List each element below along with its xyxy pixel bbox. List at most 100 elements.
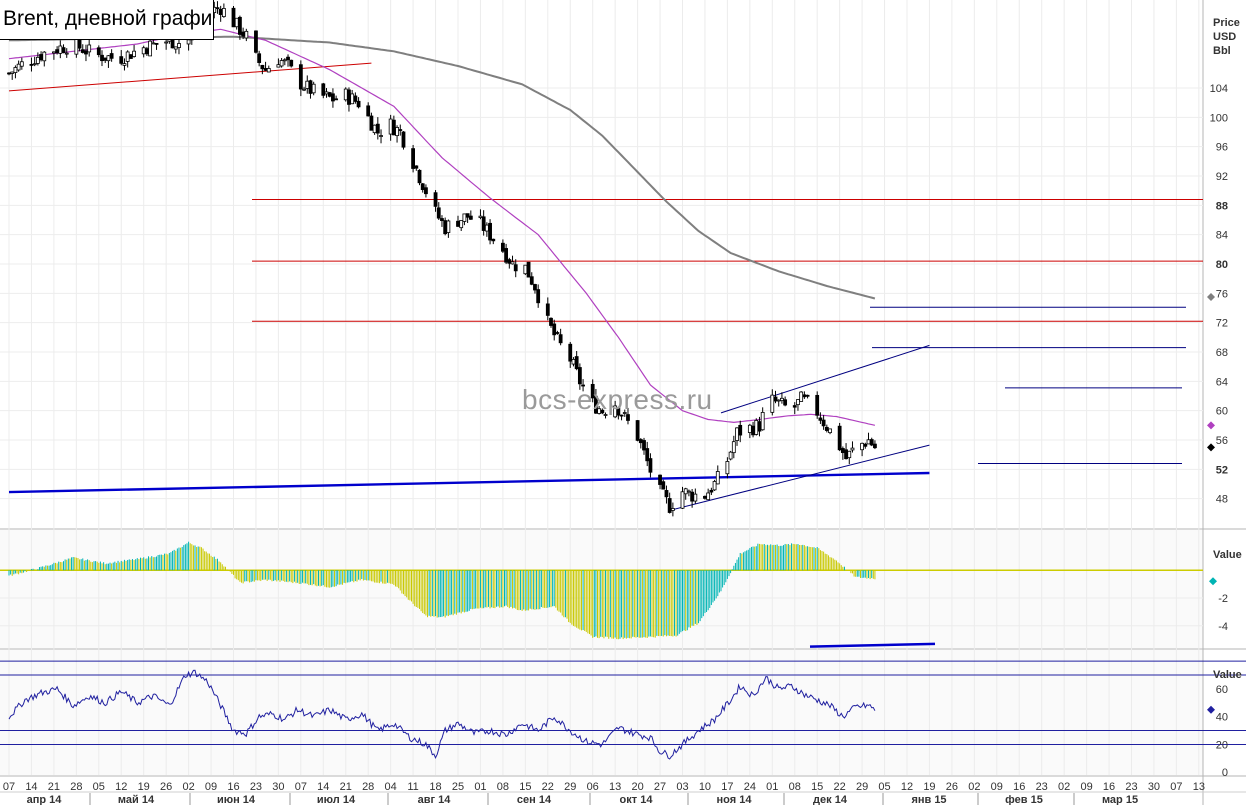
ma-short-line bbox=[8, 28, 876, 426]
candle-body bbox=[221, 8, 226, 17]
x-tick-label: 02 bbox=[968, 781, 980, 793]
macd-panel bbox=[0, 541, 1203, 648]
x-tick-label: 09 bbox=[991, 781, 1003, 793]
price-y-tick: 80 bbox=[1216, 259, 1228, 271]
ma-long-marker bbox=[1207, 293, 1215, 301]
candle-body bbox=[218, 8, 223, 15]
candle-body bbox=[343, 88, 348, 101]
candle-body bbox=[754, 420, 759, 435]
candle-body bbox=[266, 68, 271, 73]
candle-body bbox=[847, 450, 852, 459]
candle-body bbox=[844, 449, 848, 460]
candle-body bbox=[818, 417, 823, 421]
x-tick-label: 08 bbox=[497, 781, 509, 793]
candle-body bbox=[148, 40, 153, 57]
candle-body bbox=[850, 447, 855, 451]
candle-body bbox=[706, 492, 711, 501]
candle-body bbox=[638, 439, 643, 444]
candle-body bbox=[703, 495, 707, 499]
candle-body bbox=[687, 490, 691, 493]
candle-body bbox=[459, 220, 464, 229]
candle-body bbox=[305, 80, 310, 89]
trendline bbox=[8, 471, 930, 494]
x-tick-label: 04 bbox=[385, 781, 397, 793]
candle-body bbox=[626, 414, 630, 421]
candle-body bbox=[327, 92, 332, 97]
ma-short-marker bbox=[1207, 421, 1215, 430]
candle-body bbox=[731, 441, 736, 454]
candle-body bbox=[122, 63, 127, 66]
x-tick-label: 07 bbox=[3, 781, 15, 793]
candle-body bbox=[234, 17, 239, 28]
x-tick-label: 15 bbox=[519, 781, 531, 793]
candle-body bbox=[372, 124, 377, 134]
candle-body bbox=[395, 127, 399, 137]
candle-body bbox=[465, 213, 470, 218]
candle-body bbox=[411, 148, 416, 169]
candle-body bbox=[709, 489, 714, 493]
candle-body bbox=[263, 68, 268, 71]
x-tick-label: 21 bbox=[340, 781, 352, 793]
x-tick-label: 20 bbox=[631, 781, 643, 793]
candle-body bbox=[145, 48, 149, 55]
candle-body bbox=[648, 458, 653, 473]
x-month-label: авг 14 bbox=[418, 794, 452, 805]
x-tick-label: 13 bbox=[1193, 781, 1205, 793]
x-month-label: июл 14 bbox=[317, 794, 356, 805]
candle-body bbox=[80, 49, 85, 53]
candle-body bbox=[690, 491, 695, 502]
candle-body bbox=[536, 289, 541, 304]
candle-body bbox=[125, 51, 130, 62]
rsi-y-tick: 40 bbox=[1216, 712, 1228, 724]
candle-body bbox=[55, 49, 60, 54]
candle-body bbox=[549, 317, 553, 326]
price-y-tick: 56 bbox=[1216, 435, 1228, 447]
candle-body bbox=[500, 242, 505, 252]
trendline bbox=[669, 444, 930, 511]
candle-body bbox=[796, 399, 800, 406]
candle-body bbox=[481, 216, 486, 231]
candle-body bbox=[260, 64, 265, 70]
candle-body bbox=[321, 83, 326, 96]
candle-body bbox=[311, 83, 316, 94]
price-y-tick: 60 bbox=[1216, 406, 1228, 418]
x-tick-label: 21 bbox=[48, 781, 60, 793]
price-y-tick: 88 bbox=[1216, 200, 1228, 212]
candle-body bbox=[821, 419, 826, 427]
candle-body bbox=[13, 67, 18, 73]
last-price-marker bbox=[1207, 443, 1215, 452]
macd-bg bbox=[0, 530, 1203, 648]
candle-body bbox=[488, 222, 492, 241]
candle-body bbox=[103, 57, 108, 61]
candle-body bbox=[177, 43, 181, 48]
candle-body bbox=[52, 51, 56, 54]
watermark: bcs-express.ru bbox=[522, 384, 713, 415]
candle-body bbox=[751, 425, 755, 436]
rsi-y-tick: 0 bbox=[1222, 767, 1228, 779]
x-tick-label: 27 bbox=[654, 781, 666, 793]
candle-body bbox=[728, 451, 733, 460]
x-month-label: май 14 bbox=[118, 794, 155, 805]
candle-body bbox=[776, 399, 781, 402]
candle-body bbox=[334, 98, 339, 101]
x-tick-label: 08 bbox=[789, 781, 801, 793]
x-tick-label: 16 bbox=[227, 781, 239, 793]
candle-body bbox=[64, 52, 69, 55]
candle-body bbox=[282, 59, 287, 62]
candle-body bbox=[510, 261, 515, 265]
candle-body bbox=[747, 424, 752, 433]
candle-body bbox=[683, 488, 688, 495]
x-tick-label: 23 bbox=[1036, 781, 1048, 793]
rsi-axis-label: Value bbox=[1213, 669, 1242, 681]
candle-body bbox=[215, 7, 220, 10]
trendline bbox=[8, 62, 372, 92]
x-month-label: дек 14 bbox=[813, 794, 848, 805]
macd-y-tick: -2 bbox=[1218, 593, 1228, 605]
x-month-label: янв 15 bbox=[911, 794, 946, 805]
candle-body bbox=[398, 129, 403, 131]
x-tick-label: 22 bbox=[834, 781, 846, 793]
candle-body bbox=[353, 95, 358, 102]
candle-body bbox=[616, 407, 621, 416]
